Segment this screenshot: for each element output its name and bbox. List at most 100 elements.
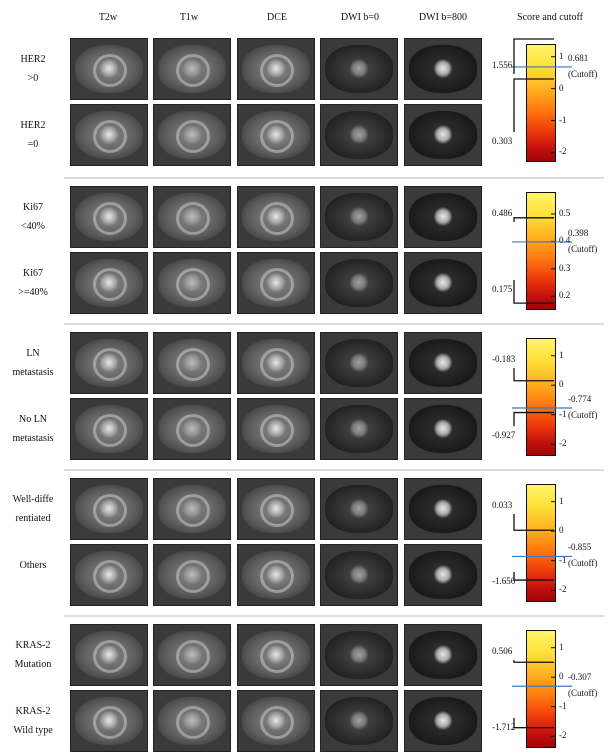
lesion-highlight xyxy=(266,711,286,730)
column-header-dce: DCE xyxy=(267,12,287,23)
anatomy-ring xyxy=(260,706,295,740)
mri-thumbnail-t1w xyxy=(153,624,231,686)
cutoff-value: 0.398 xyxy=(568,227,589,238)
anatomy-ring xyxy=(93,202,128,236)
mri-thumbnail-dwi-b800 xyxy=(404,478,482,540)
scale-tick-label: 0 xyxy=(559,525,564,536)
cutoff-label: (Cutoff) xyxy=(568,688,598,699)
mri-thumbnail-t1w xyxy=(153,252,231,314)
anatomy-ring xyxy=(260,54,295,88)
scale-tick-label: 1 xyxy=(559,641,564,652)
row-label: LN metastasis xyxy=(12,348,54,378)
lesion-highlight xyxy=(433,59,453,78)
lesion-highlight xyxy=(349,59,369,78)
score-value: -1.712 xyxy=(492,722,516,732)
anatomy-ring xyxy=(260,202,295,236)
anatomy-ring xyxy=(176,706,211,740)
score-value: -1.656 xyxy=(492,576,516,586)
mri-thumbnail-dwi-b0 xyxy=(320,624,398,686)
cutoff-value: -0.307 xyxy=(568,672,592,683)
lesion-highlight xyxy=(266,353,286,372)
scale-tick-label: 0 xyxy=(559,671,564,682)
lesion-highlight xyxy=(433,645,453,664)
lesion-highlight xyxy=(99,125,119,144)
anatomy-ring xyxy=(176,202,211,236)
scale-tick-label: 0 xyxy=(559,82,564,93)
score-value: 1.556 xyxy=(492,60,513,70)
lesion-highlight xyxy=(182,353,202,372)
mri-thumbnail-t1w xyxy=(153,104,231,166)
mri-thumbnail-t1w xyxy=(153,478,231,540)
anatomy-ring xyxy=(176,494,211,528)
mri-thumbnail-t2w xyxy=(70,690,148,752)
mri-thumbnail-t1w xyxy=(153,38,231,100)
mri-thumbnail-dwi-b800 xyxy=(404,104,482,166)
mri-thumbnail-dwi-b0 xyxy=(320,104,398,166)
lesion-highlight xyxy=(182,565,202,584)
lesion-highlight xyxy=(266,499,286,518)
anatomy-ring xyxy=(93,120,128,154)
mri-thumbnail-dwi-b0 xyxy=(320,186,398,248)
mri-thumbnail-dwi-b0 xyxy=(320,690,398,752)
lesion-highlight xyxy=(349,353,369,372)
row-label: Ki67 <40% xyxy=(21,202,45,232)
mri-thumbnail-dwi-b800 xyxy=(404,544,482,606)
scale-tick-label: -2 xyxy=(559,730,567,741)
lesion-highlight xyxy=(433,125,453,144)
lesion-highlight xyxy=(182,207,202,226)
mri-thumbnail-dwi-b0 xyxy=(320,478,398,540)
score-value: 0.486 xyxy=(492,208,513,218)
score-colorbar xyxy=(526,338,556,456)
lesion-highlight xyxy=(433,353,453,372)
mri-thumbnail-dwi-b800 xyxy=(404,398,482,460)
lesion-highlight xyxy=(99,59,119,78)
row-label: KRAS-2 Mutation xyxy=(14,640,52,670)
lesion-highlight xyxy=(266,125,286,144)
mri-thumbnail-t2w xyxy=(70,104,148,166)
scale-tick-label: -1 xyxy=(559,114,567,125)
cutoff-value: -0.855 xyxy=(568,542,592,553)
mri-thumbnail-t2w xyxy=(70,186,148,248)
lesion-highlight xyxy=(99,565,119,584)
mri-thumbnail-t2w xyxy=(70,38,148,100)
scale-tick-label: -2 xyxy=(559,146,567,157)
column-header-score: Score and cutoff xyxy=(517,12,583,23)
scale-tick-label: 1 xyxy=(559,349,564,360)
cutoff-value: 0.681 xyxy=(568,52,589,63)
score-value: 0.033 xyxy=(492,500,513,510)
anatomy-ring xyxy=(260,120,295,154)
column-header-dwi-b800: DWI b=800 xyxy=(418,12,468,23)
lesion-highlight xyxy=(266,565,286,584)
lesion-highlight xyxy=(349,711,369,730)
lesion-highlight xyxy=(99,645,119,664)
mri-thumbnail-t2w xyxy=(70,544,148,606)
mri-thumbnail-dwi-b800 xyxy=(404,332,482,394)
score-value: 0.303 xyxy=(492,136,513,146)
row-label: Others xyxy=(19,560,47,571)
mri-thumbnail-dce xyxy=(237,104,315,166)
lesion-highlight xyxy=(182,711,202,730)
lesion-highlight xyxy=(349,419,369,438)
column-header-dwi-b0: DWI b=0 xyxy=(340,12,380,23)
lesion-highlight xyxy=(182,419,202,438)
lesion-highlight xyxy=(433,565,453,584)
mri-thumbnail-dce xyxy=(237,398,315,460)
anatomy-ring xyxy=(93,268,128,302)
mri-thumbnail-t2w xyxy=(70,398,148,460)
anatomy-ring xyxy=(176,560,211,594)
anatomy-ring xyxy=(260,348,295,382)
cutoff-value: -0.774 xyxy=(568,394,592,405)
scale-tick-label: 0 xyxy=(559,379,564,390)
scale-tick-label: -1 xyxy=(559,408,567,419)
score-value: 0.506 xyxy=(492,646,513,656)
scale-tick-label: 0.5 xyxy=(559,207,571,218)
score-value: 0.175 xyxy=(492,284,513,294)
column-header-t2w: T2w xyxy=(98,12,118,23)
mri-thumbnail-dce xyxy=(237,252,315,314)
lesion-highlight xyxy=(99,273,119,292)
lesion-highlight xyxy=(182,125,202,144)
score-colorbar xyxy=(526,484,556,602)
anatomy-ring xyxy=(93,706,128,740)
lesion-highlight xyxy=(433,711,453,730)
